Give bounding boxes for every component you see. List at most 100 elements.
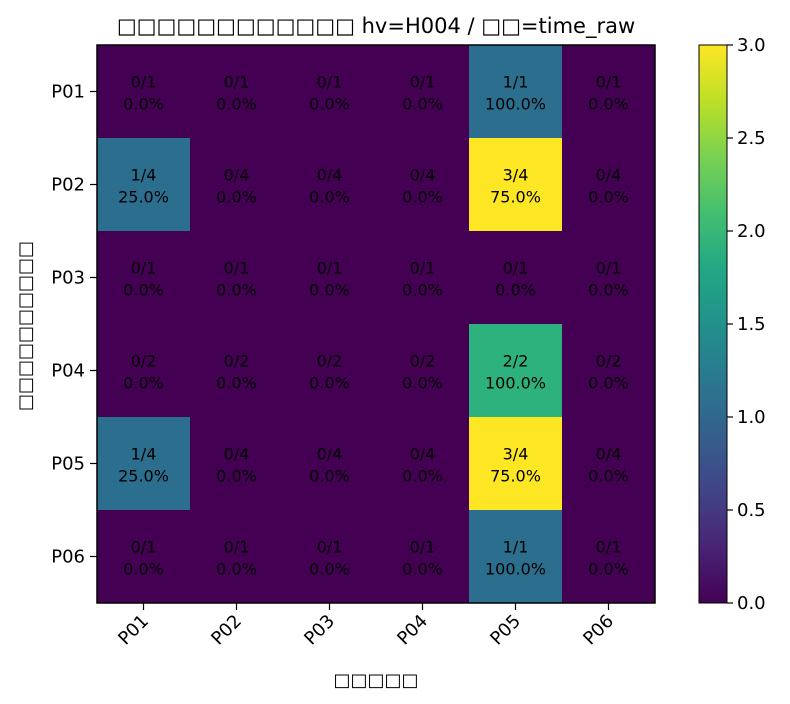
heatmap-cell — [97, 45, 191, 139]
heatmap-cell — [190, 231, 284, 325]
heatmap-cell — [190, 417, 284, 511]
cell-count-label: 3/4 — [503, 166, 529, 185]
cell-percent-label: 0.0% — [309, 281, 350, 300]
cell-percent-label: 0.0% — [402, 560, 443, 579]
cell-percent-label: 0.0% — [588, 95, 629, 114]
cell-percent-label: 0.0% — [216, 374, 257, 393]
cell-count-label: 1/1 — [503, 73, 529, 92]
y-tick-label: P02 — [51, 175, 85, 196]
heatmap-cell — [97, 138, 191, 232]
x-tick-label: P02 — [207, 611, 246, 650]
colorbar-tick-label: 2.0 — [737, 221, 766, 242]
cell-percent-label: 0.0% — [216, 95, 257, 114]
cell-percent-label: 0.0% — [216, 467, 257, 486]
colorbar — [699, 45, 727, 603]
heatmap-cell — [469, 417, 563, 511]
colorbar-tick-label: 2.5 — [737, 128, 766, 149]
heatmap-cell — [190, 324, 284, 418]
chart-title: □□□□□□□□□□□□ hv=H004 / □□=time_raw — [117, 14, 635, 39]
heatmap-cell — [562, 231, 656, 325]
cell-count-label: 0/4 — [596, 166, 622, 185]
cell-percent-label: 0.0% — [402, 374, 443, 393]
cell-count-label: 3/4 — [503, 445, 529, 464]
colorbar-tick-label: 1.5 — [737, 314, 766, 335]
cell-count-label: 0/1 — [131, 259, 157, 278]
cell-count-label: 0/2 — [131, 352, 157, 371]
cell-percent-label: 0.0% — [588, 467, 629, 486]
heatmap-cell — [562, 417, 656, 511]
cell-percent-label: 0.0% — [216, 281, 257, 300]
cell-percent-label: 75.0% — [490, 467, 541, 486]
cell-percent-label: 0.0% — [588, 560, 629, 579]
cell-percent-label: 25.0% — [118, 188, 169, 207]
cell-count-label: 0/1 — [131, 73, 157, 92]
heatmap-cell — [562, 45, 656, 139]
cell-percent-label: 0.0% — [588, 374, 629, 393]
heatmap-cell — [376, 45, 470, 139]
colorbar-ticks: 0.0 0.5 1.0 1.5 2.0 2.5 3.0 — [727, 35, 766, 614]
cell-percent-label: 0.0% — [309, 188, 350, 207]
heatmap-cell — [283, 324, 377, 418]
cell-count-label: 1/1 — [503, 538, 529, 557]
heatmap-cell — [97, 231, 191, 325]
y-tick-label: P04 — [51, 361, 85, 382]
cell-count-label: 0/4 — [410, 445, 436, 464]
heatmap-cell — [469, 231, 563, 325]
heatmap-cell — [469, 138, 563, 232]
cell-count-label: 0/4 — [410, 166, 436, 185]
cell-count-label: 0/4 — [224, 166, 250, 185]
cell-count-label: 0/4 — [224, 445, 250, 464]
heatmap-cell — [376, 138, 470, 232]
cell-percent-label: 25.0% — [118, 467, 169, 486]
cell-count-label: 0/1 — [224, 259, 250, 278]
x-tick-label: P01 — [114, 611, 153, 650]
cell-count-label: 0/1 — [410, 259, 436, 278]
heatmap-cells — [97, 45, 656, 604]
cell-percent-label: 0.0% — [309, 95, 350, 114]
x-tick-label: P03 — [300, 611, 339, 650]
heatmap-cell — [469, 45, 563, 139]
cell-percent-label: 0.0% — [123, 374, 164, 393]
x-tick-label: P05 — [486, 611, 525, 650]
colorbar-tick-label: 0.5 — [737, 500, 766, 521]
cell-percent-label: 0.0% — [123, 560, 164, 579]
heatmap-cell — [97, 417, 191, 511]
heatmap-cell — [190, 138, 284, 232]
heatmap-cell — [376, 324, 470, 418]
y-tick-label: P05 — [51, 454, 85, 475]
plot-frame — [96, 44, 656, 604]
colorbar-tick-label: 3.0 — [737, 35, 766, 56]
x-tick-label: P04 — [393, 611, 432, 650]
heatmap-cell — [283, 417, 377, 511]
cell-count-label: 0/2 — [224, 352, 250, 371]
cell-percent-label: 0.0% — [123, 281, 164, 300]
y-axis-label: □□□□□□□□□□ — [15, 241, 36, 411]
cell-count-label: 0/1 — [317, 259, 343, 278]
cell-count-label: 0/1 — [317, 538, 343, 557]
cell-count-label: 0/1 — [596, 538, 622, 557]
heatmap-cell — [376, 510, 470, 604]
heatmap-cell — [190, 45, 284, 139]
cell-percent-label: 0.0% — [309, 467, 350, 486]
cell-count-label: 0/1 — [503, 259, 529, 278]
cell-percent-label: 0.0% — [588, 281, 629, 300]
cell-percent-label: 0.0% — [402, 188, 443, 207]
heatmap-cell — [376, 417, 470, 511]
heatmap-cell — [469, 510, 563, 604]
cell-count-label: 0/2 — [596, 352, 622, 371]
cell-count-label: 0/1 — [596, 73, 622, 92]
cell-count-label: 0/1 — [596, 259, 622, 278]
cell-percent-label: 0.0% — [216, 188, 257, 207]
cell-count-label: 0/1 — [224, 538, 250, 557]
cell-percent-label: 0.0% — [216, 560, 257, 579]
heatmap-cell — [283, 138, 377, 232]
cell-count-label: 0/2 — [410, 352, 436, 371]
x-axis-ticks: P01 P02 P03 P04 P05 P06 — [114, 603, 618, 649]
cell-count-label: 0/1 — [410, 73, 436, 92]
cell-count-label: 1/4 — [131, 166, 157, 185]
cell-count-label: 0/1 — [410, 538, 436, 557]
heatmap-cell — [97, 510, 191, 604]
heatmap-cell — [283, 510, 377, 604]
cell-percent-label: 0.0% — [588, 188, 629, 207]
cell-percent-label: 0.0% — [309, 560, 350, 579]
